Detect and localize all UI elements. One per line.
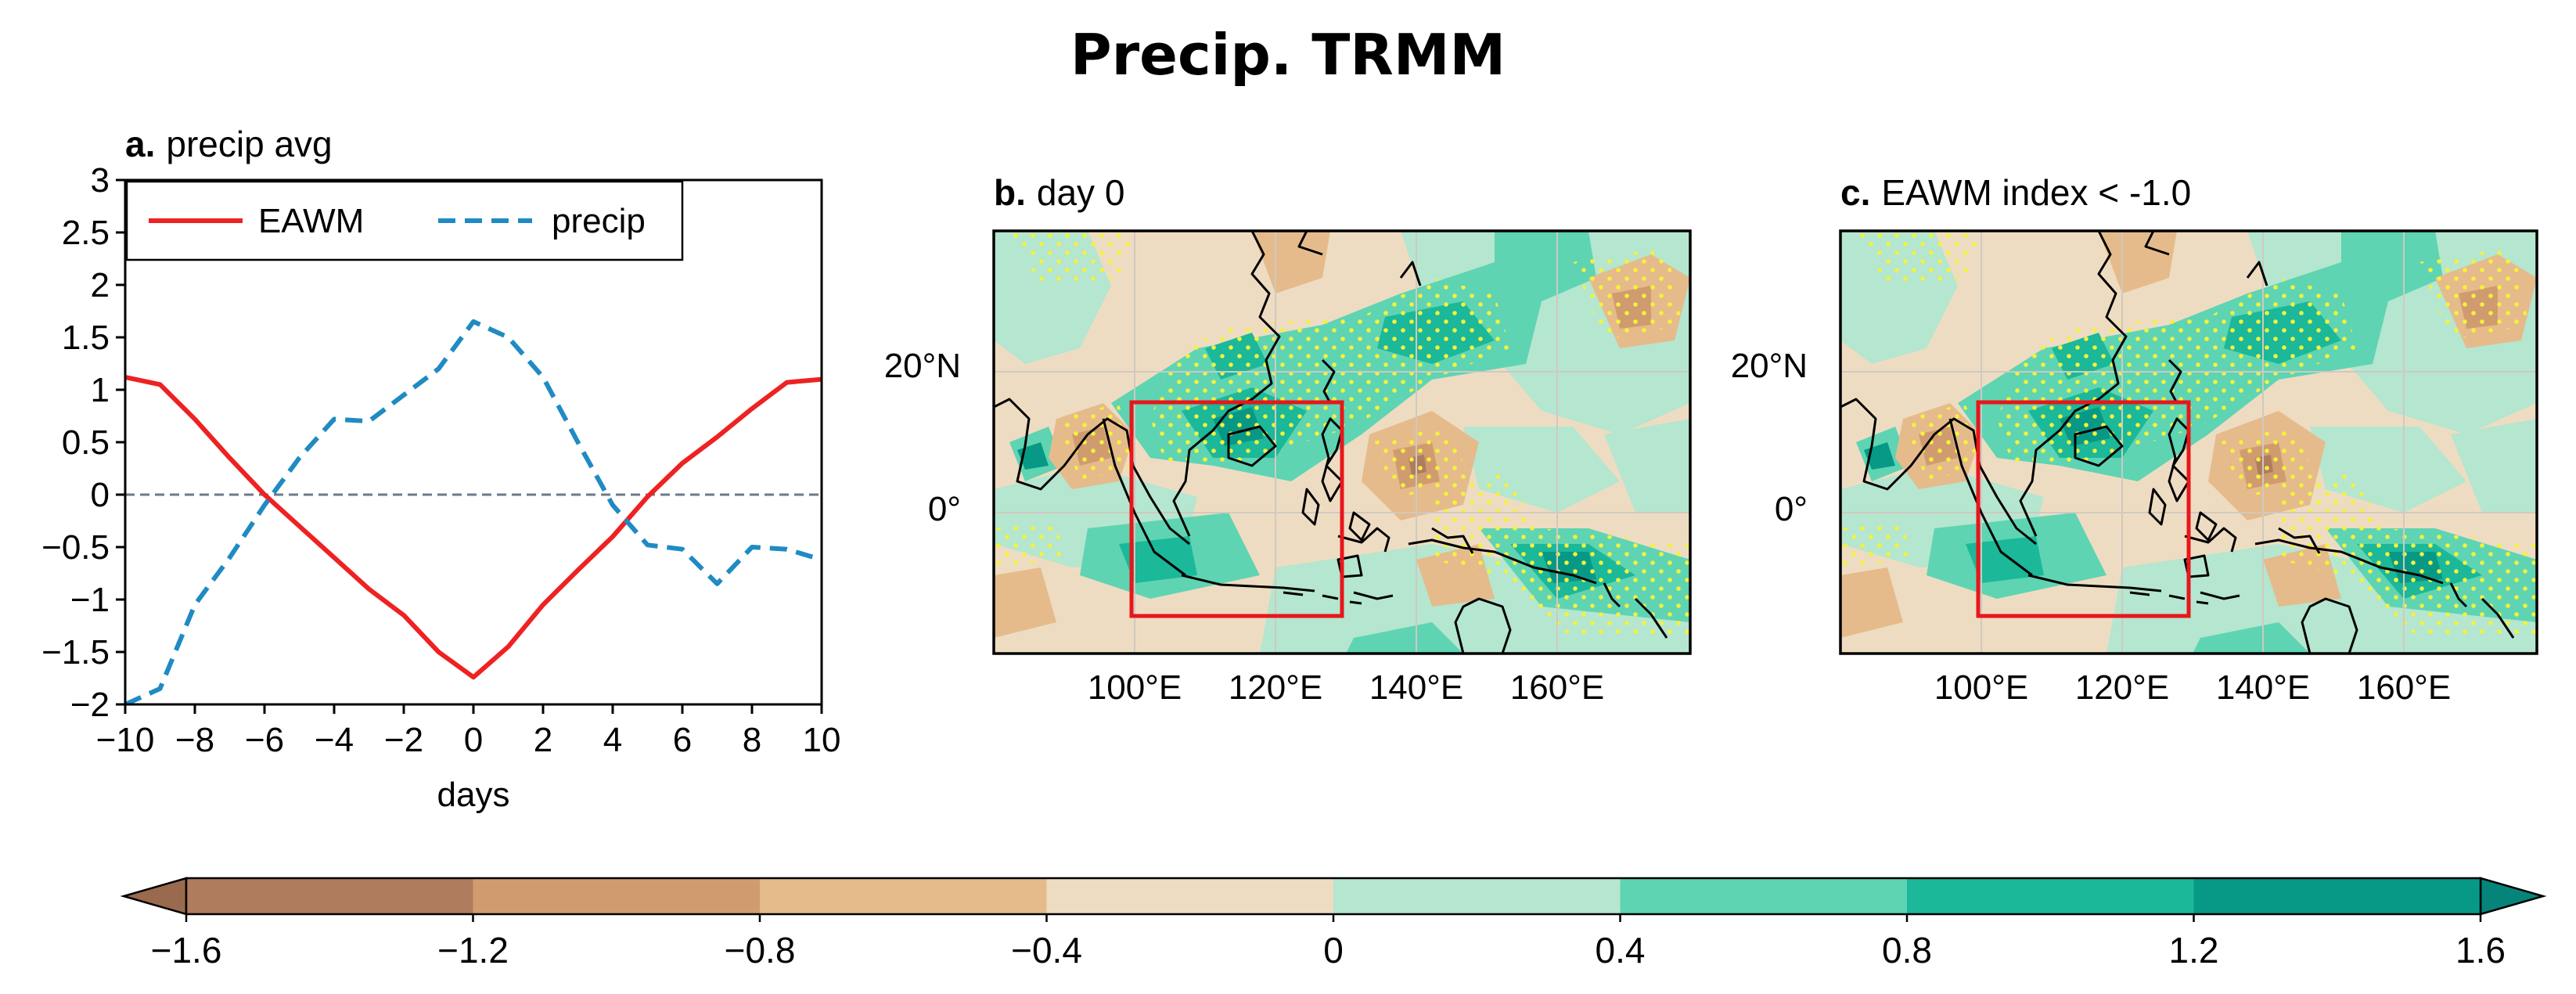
colorbar-segment bbox=[760, 878, 1047, 914]
colorbar-tick-label: 0.4 bbox=[1596, 930, 1646, 971]
x-tick-label: −6 bbox=[245, 721, 284, 759]
legend: EAWM precip bbox=[125, 180, 684, 261]
map-c-xlabel-100e: 100°E bbox=[1934, 668, 2028, 707]
x-tick-label: 0 bbox=[464, 721, 483, 759]
x-tick-label: 6 bbox=[673, 721, 692, 759]
colorbar-tick-label: 0.8 bbox=[1882, 930, 1932, 971]
map-c-frame bbox=[1839, 229, 2538, 655]
map-c-ylabel-20n: 20°N bbox=[1731, 347, 1808, 385]
y-tick-label: −0.5 bbox=[41, 528, 110, 567]
colorbar-tick-label: 0 bbox=[1323, 930, 1344, 971]
panel-a-label: a. precip avg bbox=[125, 124, 333, 164]
map-c-region-box bbox=[1976, 400, 2191, 618]
x-tick-label: 4 bbox=[603, 721, 622, 759]
y-tick-label: 3 bbox=[91, 161, 110, 200]
map-c-xlabel-140e: 140°E bbox=[2216, 668, 2310, 707]
y-tick-label: 2.5 bbox=[62, 214, 110, 252]
figure-title: Precip. TRMM bbox=[1070, 22, 1506, 88]
colorbar-tick-label: 1.6 bbox=[2455, 930, 2506, 971]
colorbar-segment bbox=[473, 878, 761, 914]
map-b-region-box bbox=[1129, 400, 1344, 618]
map-b-xlabel-160e: 160°E bbox=[1510, 668, 1604, 707]
y-tick-label: −1 bbox=[70, 581, 110, 619]
colorbar-segment bbox=[1907, 878, 2194, 914]
panel-b-title: day 0 bbox=[1037, 172, 1125, 213]
map-b-xlabel-140e: 140°E bbox=[1369, 668, 1463, 707]
panel-a-title: precip avg bbox=[166, 124, 332, 164]
panel-c-letter: c. bbox=[1840, 172, 1870, 213]
x-tick-label: −8 bbox=[175, 721, 214, 759]
y-tick-label: 0 bbox=[91, 476, 110, 514]
map-b-xlabel-120e: 120°E bbox=[1229, 668, 1322, 707]
y-tick-label: 2 bbox=[91, 266, 110, 304]
colorbar-tick-label: 1.2 bbox=[2169, 930, 2219, 971]
map-b-ylabel-0: 0° bbox=[928, 490, 961, 528]
x-tick-label: 8 bbox=[743, 721, 761, 759]
y-tick-label: 0.5 bbox=[62, 423, 110, 462]
legend-label-eawm: EAWM bbox=[258, 202, 364, 240]
colorbar-segment bbox=[2193, 878, 2481, 914]
x-tick-label: 10 bbox=[803, 721, 841, 759]
map-b-ylabel-20n: 20°N bbox=[884, 347, 961, 385]
series-line-precip bbox=[125, 319, 822, 704]
map-b-frame bbox=[992, 229, 1692, 655]
legend-label-precip: precip bbox=[552, 202, 646, 240]
y-tick-label: 1.5 bbox=[62, 319, 110, 357]
colorbar-tick-label: −1.6 bbox=[151, 930, 222, 971]
x-tick-label: −10 bbox=[96, 721, 155, 759]
map-c-ylabel-0: 0° bbox=[1775, 490, 1808, 528]
colorbar-tick-label: −1.2 bbox=[437, 930, 509, 971]
colorbar-tick-label: −0.4 bbox=[1011, 930, 1082, 971]
colorbar-extend-high bbox=[2479, 877, 2547, 916]
colorbar: −1.6 −1.2 −0.8 −0.4 0 0.4 0.8 1.2 1.6 bbox=[120, 877, 2547, 971]
colorbar-segment bbox=[186, 878, 473, 914]
series-line-eawm bbox=[125, 374, 822, 680]
map-c-xlabel-160e: 160°E bbox=[2357, 668, 2451, 707]
y-tick-label: 1 bbox=[91, 371, 110, 409]
colorbar-segment bbox=[1333, 878, 1621, 914]
y-tick-label: −1.5 bbox=[41, 633, 110, 672]
y-tick-label: −2 bbox=[70, 686, 110, 724]
panel-c-title: EAWM index < -1.0 bbox=[1881, 172, 2191, 213]
map-b-xlabel-100e: 100°E bbox=[1088, 668, 1182, 707]
panel-a-letter: a. bbox=[125, 124, 155, 164]
map-c-xlabel-120e: 120°E bbox=[2075, 668, 2169, 707]
colorbar-segment bbox=[1046, 878, 1334, 914]
panel-b-letter: b. bbox=[994, 172, 1026, 213]
x-tick-label: −2 bbox=[384, 721, 423, 759]
x-axis-label: days bbox=[437, 776, 510, 814]
colorbar-tick-label: −0.8 bbox=[725, 930, 796, 971]
colorbar-extend-low bbox=[120, 877, 188, 916]
x-tick-label: 2 bbox=[534, 721, 552, 759]
panel-c-label: c. EAWM index < -1.0 bbox=[1840, 172, 2191, 213]
colorbar-segment bbox=[1620, 878, 1908, 914]
line-chart: −2 −1.5 −1 −0.5 0 0.5 1 1.5 2 2.5 3 −10 −8 −6 −4 −2 0 2 4 6… bbox=[41, 161, 840, 814]
x-tick-label: −4 bbox=[315, 721, 354, 759]
panel-b-label: b. day 0 bbox=[994, 172, 1124, 213]
